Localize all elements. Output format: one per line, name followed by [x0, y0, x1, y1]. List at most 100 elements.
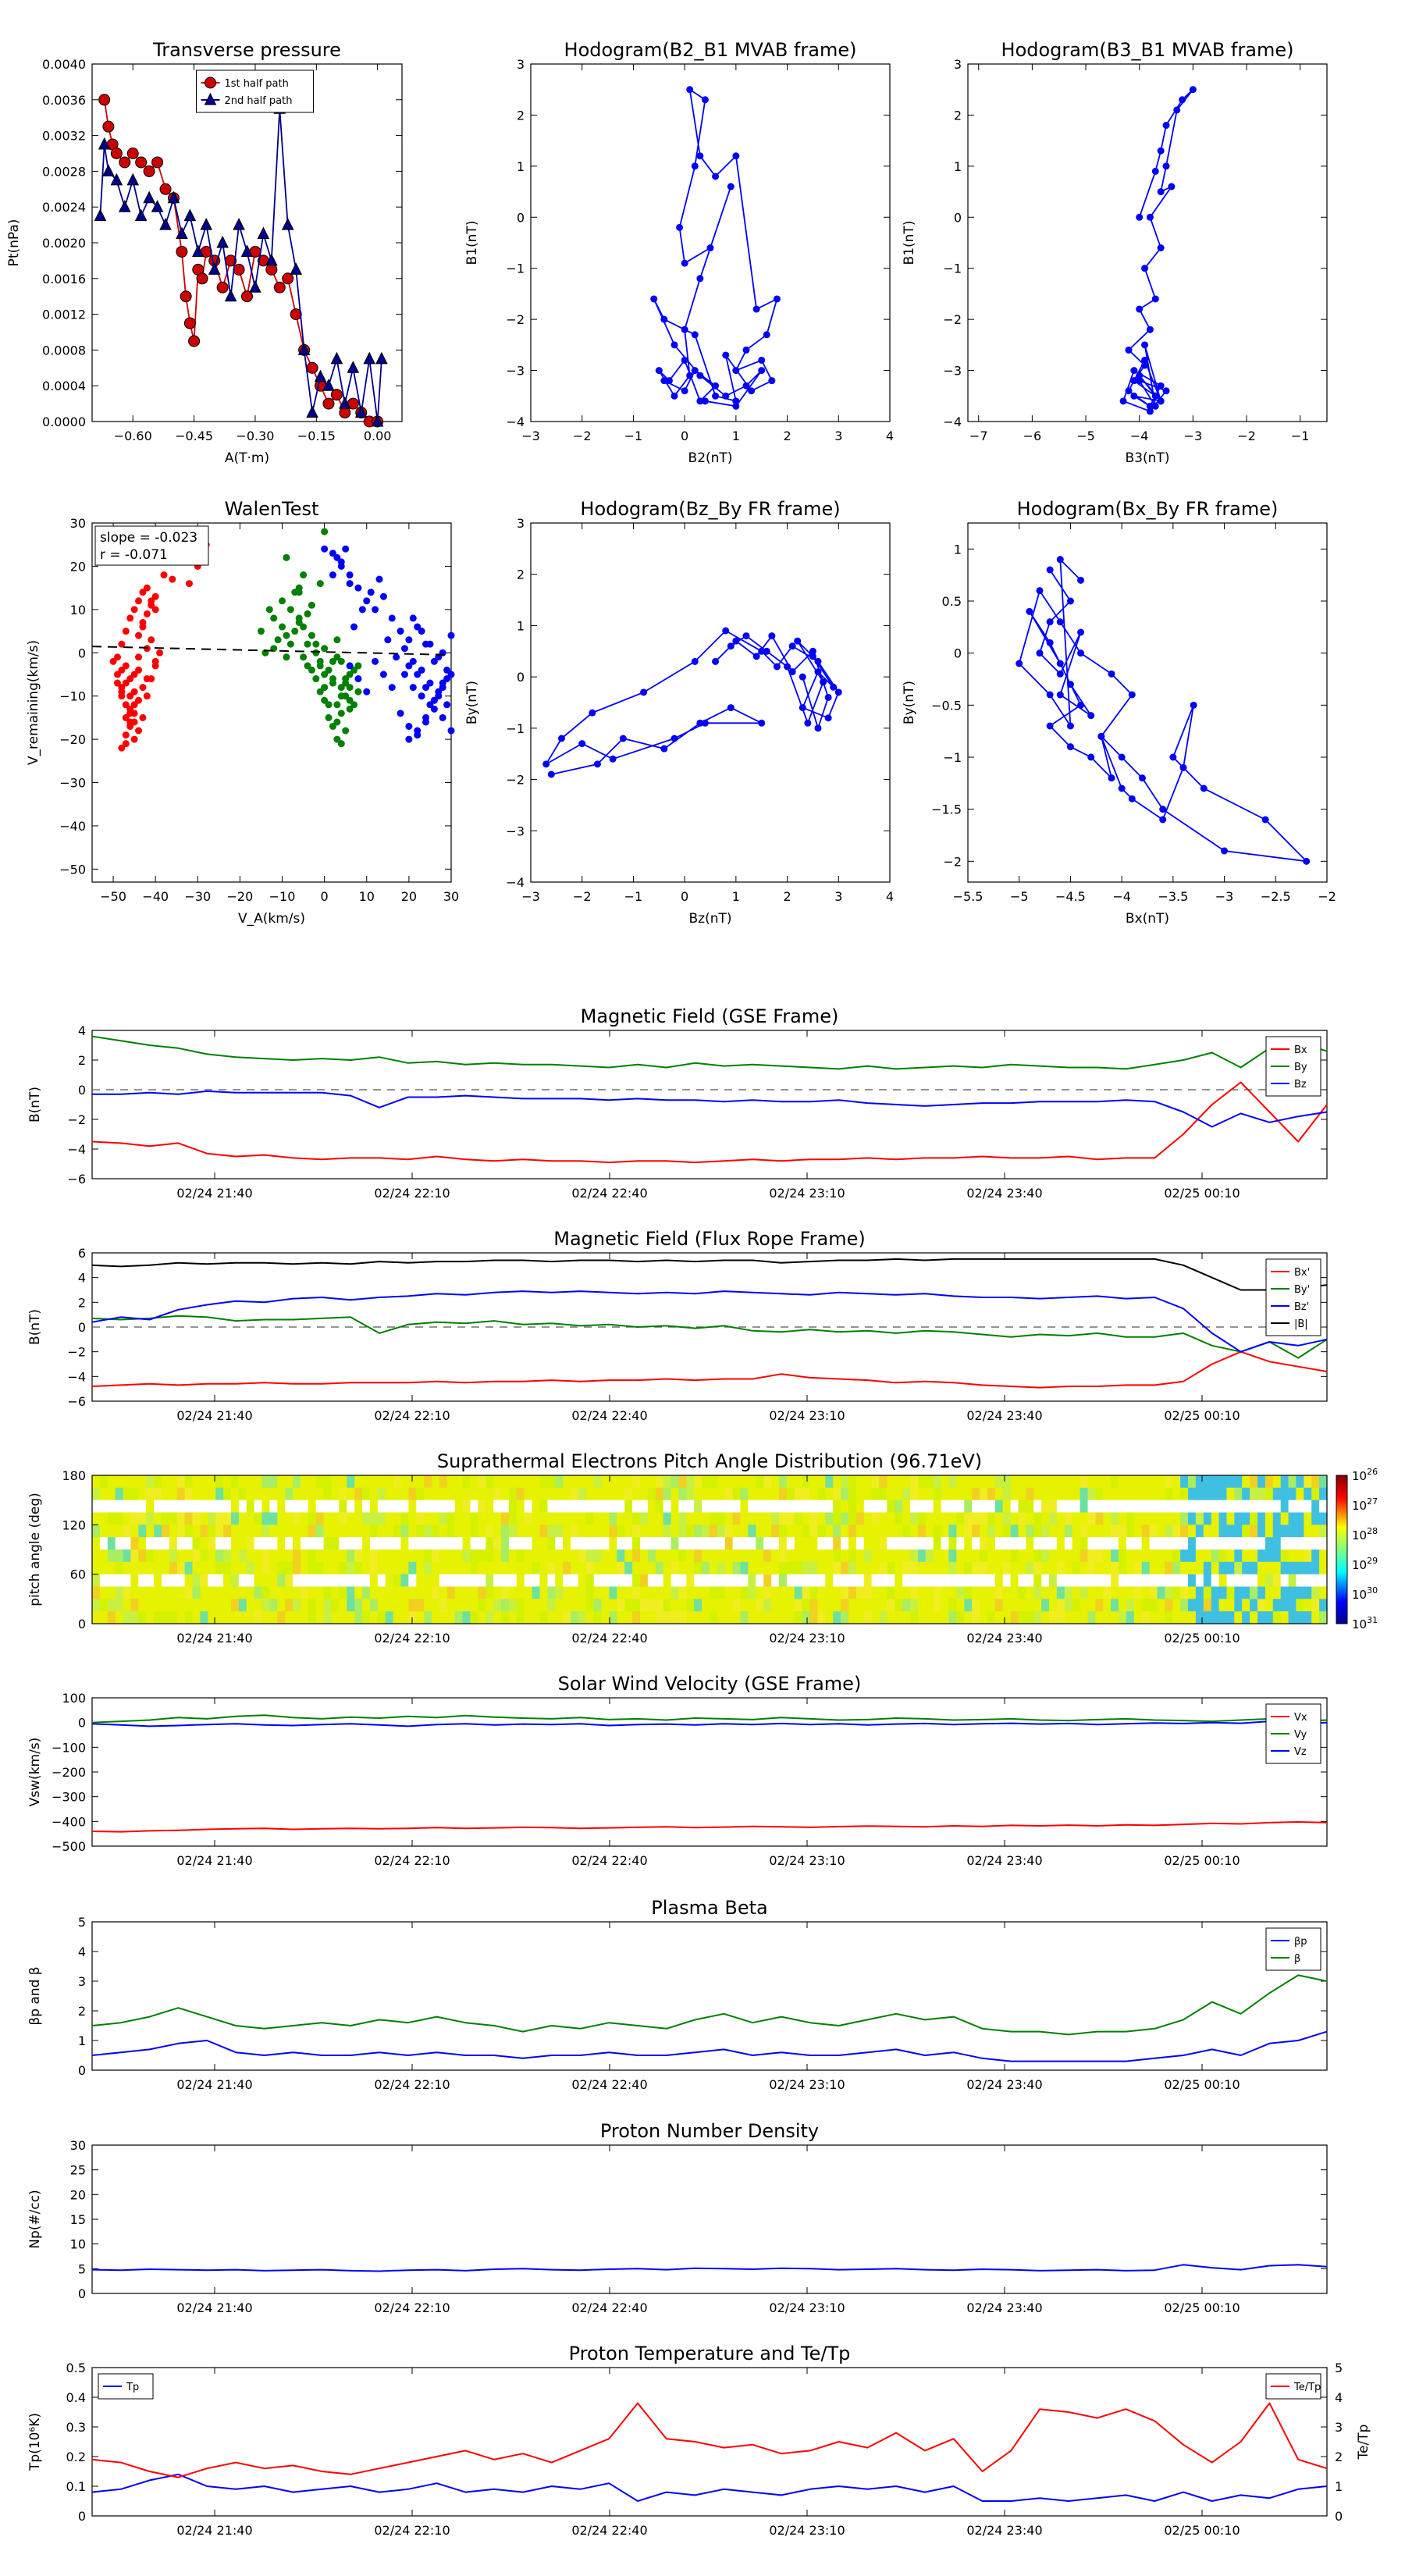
pad-cell — [301, 1487, 309, 1501]
pad-cell — [879, 1512, 887, 1525]
pad-cell — [855, 1599, 865, 1612]
pad-cell — [895, 1500, 903, 1514]
pad-cell — [863, 1561, 873, 1575]
walen-point — [130, 606, 138, 614]
vsw-xtick-label: 02/25 00:10 — [1164, 1853, 1240, 1868]
pad-cell — [1157, 1537, 1165, 1550]
h4-xtick-label: −2 — [1318, 889, 1336, 904]
pad-cell — [246, 1611, 255, 1624]
pad-cell — [1111, 1525, 1119, 1538]
pad-cell — [1111, 1611, 1119, 1624]
pad-cell — [138, 1561, 147, 1575]
h1-point — [660, 377, 668, 385]
walen-point — [130, 688, 138, 696]
pad-cell — [308, 1586, 317, 1599]
pad-cell — [825, 1512, 834, 1525]
pad-cell — [547, 1586, 556, 1599]
pad-cell — [910, 1550, 919, 1563]
pad-cell — [624, 1561, 633, 1575]
pad-cell — [130, 1586, 139, 1599]
pad-cell — [640, 1512, 649, 1525]
pad-cell — [215, 1525, 224, 1538]
pad-cell — [470, 1586, 478, 1599]
walen-point — [151, 657, 159, 665]
pad-cell — [948, 1487, 957, 1501]
pad-cell — [941, 1599, 950, 1612]
walen-point — [422, 684, 430, 692]
pad-cell — [593, 1537, 603, 1550]
pad-cell — [663, 1475, 672, 1489]
pad-cell — [501, 1487, 510, 1501]
pad-cell — [385, 1537, 394, 1550]
np-ytick-label: 20 — [70, 2187, 86, 2202]
pad-cell — [486, 1574, 494, 1588]
pad-cell — [539, 1525, 548, 1538]
pad-cell — [1056, 1561, 1065, 1575]
pad-cell — [1080, 1586, 1089, 1599]
pad-cell — [848, 1561, 857, 1575]
pad-cell — [1119, 1611, 1127, 1624]
h1-ytick-label: −3 — [506, 364, 525, 379]
pad-cell — [424, 1475, 432, 1489]
pad-cell — [740, 1487, 749, 1501]
pad-cell — [408, 1525, 417, 1538]
pad-cell — [1010, 1500, 1019, 1514]
pad-cell — [539, 1586, 548, 1599]
pad-cell — [1311, 1561, 1320, 1575]
pad-cell — [478, 1550, 486, 1563]
pad-cell — [454, 1574, 464, 1588]
pad-cell — [208, 1537, 216, 1550]
pad-cell — [972, 1599, 980, 1612]
walen-point — [418, 692, 425, 700]
pad-cell — [107, 1475, 116, 1489]
pad-cell — [972, 1475, 980, 1489]
np-ytick-label: 5 — [78, 2261, 86, 2276]
pad-cell — [786, 1574, 795, 1588]
pad-cell — [277, 1561, 286, 1575]
pad-cell — [918, 1561, 927, 1575]
pad-cell — [910, 1500, 919, 1514]
pad-cell — [1080, 1500, 1089, 1514]
walen-point — [418, 628, 425, 635]
pad-cell — [393, 1574, 402, 1588]
pt-point — [126, 173, 140, 186]
h3-point — [752, 653, 760, 660]
pad-cell — [1026, 1599, 1034, 1612]
pad-cell — [501, 1599, 510, 1612]
pad-cell — [1264, 1550, 1274, 1563]
pad-cell — [146, 1500, 155, 1514]
pad-cell — [555, 1525, 564, 1538]
pad-cell — [208, 1586, 216, 1599]
h4-xtick-label: −5.5 — [953, 889, 984, 904]
pad-cell — [956, 1550, 965, 1563]
pad-cell — [1111, 1574, 1119, 1588]
h4-point — [1303, 857, 1311, 865]
walen-point — [113, 679, 121, 687]
pad-title: Suprathermal Electrons Pitch Angle Distr… — [437, 1450, 982, 1472]
pad-cell — [879, 1525, 887, 1538]
pad-cell — [1056, 1512, 1065, 1525]
pad-cell — [1119, 1550, 1127, 1563]
pad-cell — [446, 1525, 456, 1538]
pad-cell — [231, 1550, 240, 1563]
pad-cell — [200, 1611, 208, 1624]
pad-cell — [339, 1586, 347, 1599]
pad-cell — [640, 1487, 649, 1501]
pad-cell — [1157, 1574, 1165, 1588]
pt-point — [200, 217, 213, 230]
pad-cell — [486, 1512, 494, 1525]
pad-cell — [1218, 1611, 1228, 1624]
pad-cell — [863, 1487, 873, 1501]
pad-cell — [786, 1586, 795, 1599]
pad-cell — [855, 1611, 865, 1624]
pad-cell — [748, 1611, 756, 1624]
pad-cell — [1311, 1574, 1320, 1588]
pad-cell — [254, 1599, 263, 1612]
pad-cell — [632, 1550, 641, 1563]
pad-cell — [408, 1586, 417, 1599]
pad-cell — [1041, 1525, 1050, 1538]
pad-cell — [1242, 1500, 1250, 1514]
pad-colorbar-exponent: 26 — [1367, 1467, 1378, 1477]
pad-cell — [354, 1512, 363, 1525]
pad-cell — [1296, 1487, 1304, 1501]
